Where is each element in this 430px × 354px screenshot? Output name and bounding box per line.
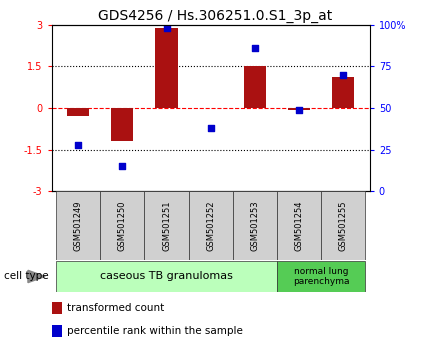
Bar: [111, 108, 133, 141]
Bar: [156, 28, 178, 108]
Text: GSM501255: GSM501255: [339, 200, 348, 251]
Text: GSM501254: GSM501254: [295, 200, 304, 251]
Bar: [233, 191, 277, 260]
Text: GSM501251: GSM501251: [162, 200, 171, 251]
Text: GSM501250: GSM501250: [118, 200, 127, 251]
Text: GSM501253: GSM501253: [250, 200, 259, 251]
Bar: [67, 108, 89, 116]
Point: [252, 45, 258, 51]
Bar: [244, 67, 266, 108]
Text: transformed count: transformed count: [67, 303, 164, 313]
Point: [207, 125, 214, 131]
Text: GSM501249: GSM501249: [74, 200, 83, 251]
Bar: [144, 191, 189, 260]
Text: percentile rank within the sample: percentile rank within the sample: [67, 326, 243, 336]
Point: [75, 142, 82, 147]
Text: caseous TB granulomas: caseous TB granulomas: [100, 272, 233, 281]
Point: [119, 164, 126, 169]
Bar: [321, 191, 366, 260]
Bar: [277, 261, 366, 292]
Text: GSM501252: GSM501252: [206, 200, 215, 251]
Bar: [189, 191, 233, 260]
Bar: [288, 108, 310, 110]
Polygon shape: [28, 270, 45, 282]
Bar: [100, 191, 144, 260]
Point: [340, 72, 347, 78]
Point: [163, 25, 170, 31]
Bar: [332, 78, 354, 108]
Text: normal lung
parenchyma: normal lung parenchyma: [293, 267, 350, 286]
Bar: [277, 191, 321, 260]
Point: [296, 107, 303, 113]
Bar: [56, 191, 100, 260]
Text: cell type: cell type: [4, 272, 49, 281]
Bar: [56, 261, 277, 292]
Text: GDS4256 / Hs.306251.0.S1_3p_at: GDS4256 / Hs.306251.0.S1_3p_at: [98, 9, 332, 23]
